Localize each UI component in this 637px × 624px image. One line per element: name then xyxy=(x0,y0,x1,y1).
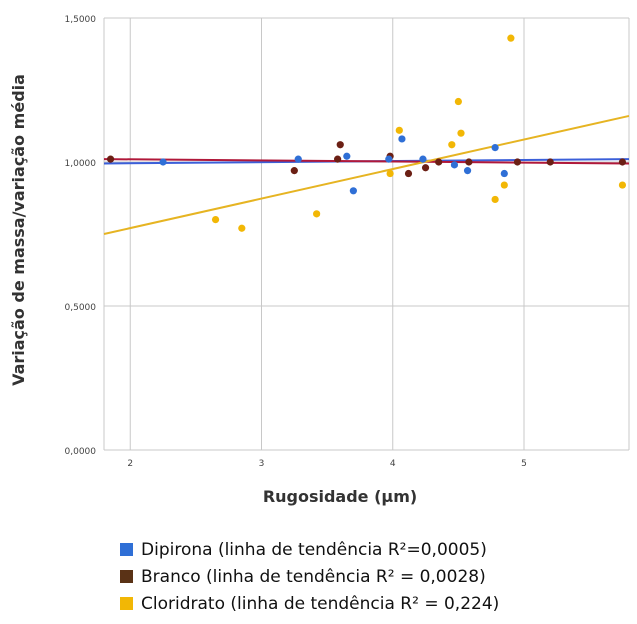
data-point-series-2 xyxy=(454,97,462,106)
data-point-series-1 xyxy=(334,155,342,163)
data-point-series-0 xyxy=(398,135,406,143)
data-point-series-1 xyxy=(290,167,298,175)
data-point-series-2 xyxy=(618,181,627,189)
x-tick-label: 5 xyxy=(521,459,527,469)
data-point-series-1 xyxy=(546,158,554,166)
scatter-chart: 0,0000 0,5000 1,0000 1,5000 2 3 4 5 Rugosidade … xyxy=(9,15,630,506)
legend-item-branco: Branco (linha de tendência R² = 0,0028) xyxy=(120,563,499,590)
legend-swatch-branco xyxy=(120,570,133,583)
data-point-series-0 xyxy=(500,169,508,178)
plot-area xyxy=(104,18,629,450)
legend: Dipirona (linha de tendência R²=0,0005) … xyxy=(120,536,499,617)
trend-line-2 xyxy=(103,114,630,235)
trend-line-1 xyxy=(103,158,630,165)
data-point-series-0 xyxy=(463,167,472,175)
data-point-series-2 xyxy=(500,181,508,189)
data-point-series-2 xyxy=(457,129,465,137)
data-point-series-0 xyxy=(294,155,302,163)
legend-label-branco: Branco (linha de tendência R² = 0,0028) xyxy=(141,566,486,587)
data-point-series-1 xyxy=(404,169,413,178)
data-point-series-0 xyxy=(349,187,357,195)
data-point-series-0 xyxy=(385,155,393,163)
data-point-series-2 xyxy=(448,141,456,149)
data-point-series-0 xyxy=(343,152,351,160)
y-tick-label: 0,5000 xyxy=(65,303,97,313)
data-points xyxy=(106,34,627,232)
data-point-series-2 xyxy=(491,195,499,204)
y-tick-label: 1,5000 xyxy=(65,15,97,25)
data-point-series-1 xyxy=(106,155,115,163)
data-point-series-2 xyxy=(211,216,220,224)
legend-label-dipirona: Dipirona (linha de tendência R²=0,0005) xyxy=(141,539,487,560)
data-point-series-1 xyxy=(513,158,522,166)
y-axis-label: Variação de massa/variação média xyxy=(9,74,28,386)
y-tick-label: 0,0000 xyxy=(65,447,97,457)
data-point-series-1 xyxy=(465,158,473,166)
legend-label-cloridrato: Cloridrato (linha de tendência R² = 0,22… xyxy=(141,593,500,614)
data-point-series-0 xyxy=(419,155,427,163)
data-point-series-0 xyxy=(491,144,499,152)
data-point-series-0 xyxy=(159,158,167,166)
legend-item-cloridrato: Cloridrato (linha de tendência R² = 0,22… xyxy=(120,590,499,617)
legend-swatch-cloridrato xyxy=(120,597,133,610)
data-point-series-1 xyxy=(336,141,344,149)
data-point-series-2 xyxy=(386,169,394,178)
x-tick-label: 4 xyxy=(390,459,396,469)
data-point-series-1 xyxy=(435,158,443,166)
data-point-series-1 xyxy=(618,158,627,166)
tick-labels: 0,0000 0,5000 1,0000 1,5000 2 3 4 5 xyxy=(65,15,527,469)
x-tick-label: 2 xyxy=(127,459,133,469)
trend-lines xyxy=(103,114,630,235)
legend-item-dipirona: Dipirona (linha de tendência R²=0,0005) xyxy=(120,536,499,563)
legend-swatch-dipirona xyxy=(120,543,133,556)
x-tick-label: 3 xyxy=(259,459,265,469)
data-point-series-1 xyxy=(421,164,430,172)
data-point-series-2 xyxy=(238,224,246,232)
data-point-series-0 xyxy=(450,161,459,169)
y-tick-label: 1,0000 xyxy=(65,159,97,169)
data-point-series-2 xyxy=(507,34,515,42)
data-point-series-2 xyxy=(313,210,321,218)
data-point-series-2 xyxy=(395,126,403,134)
x-axis-label: Rugosidade (μm) xyxy=(263,487,417,506)
